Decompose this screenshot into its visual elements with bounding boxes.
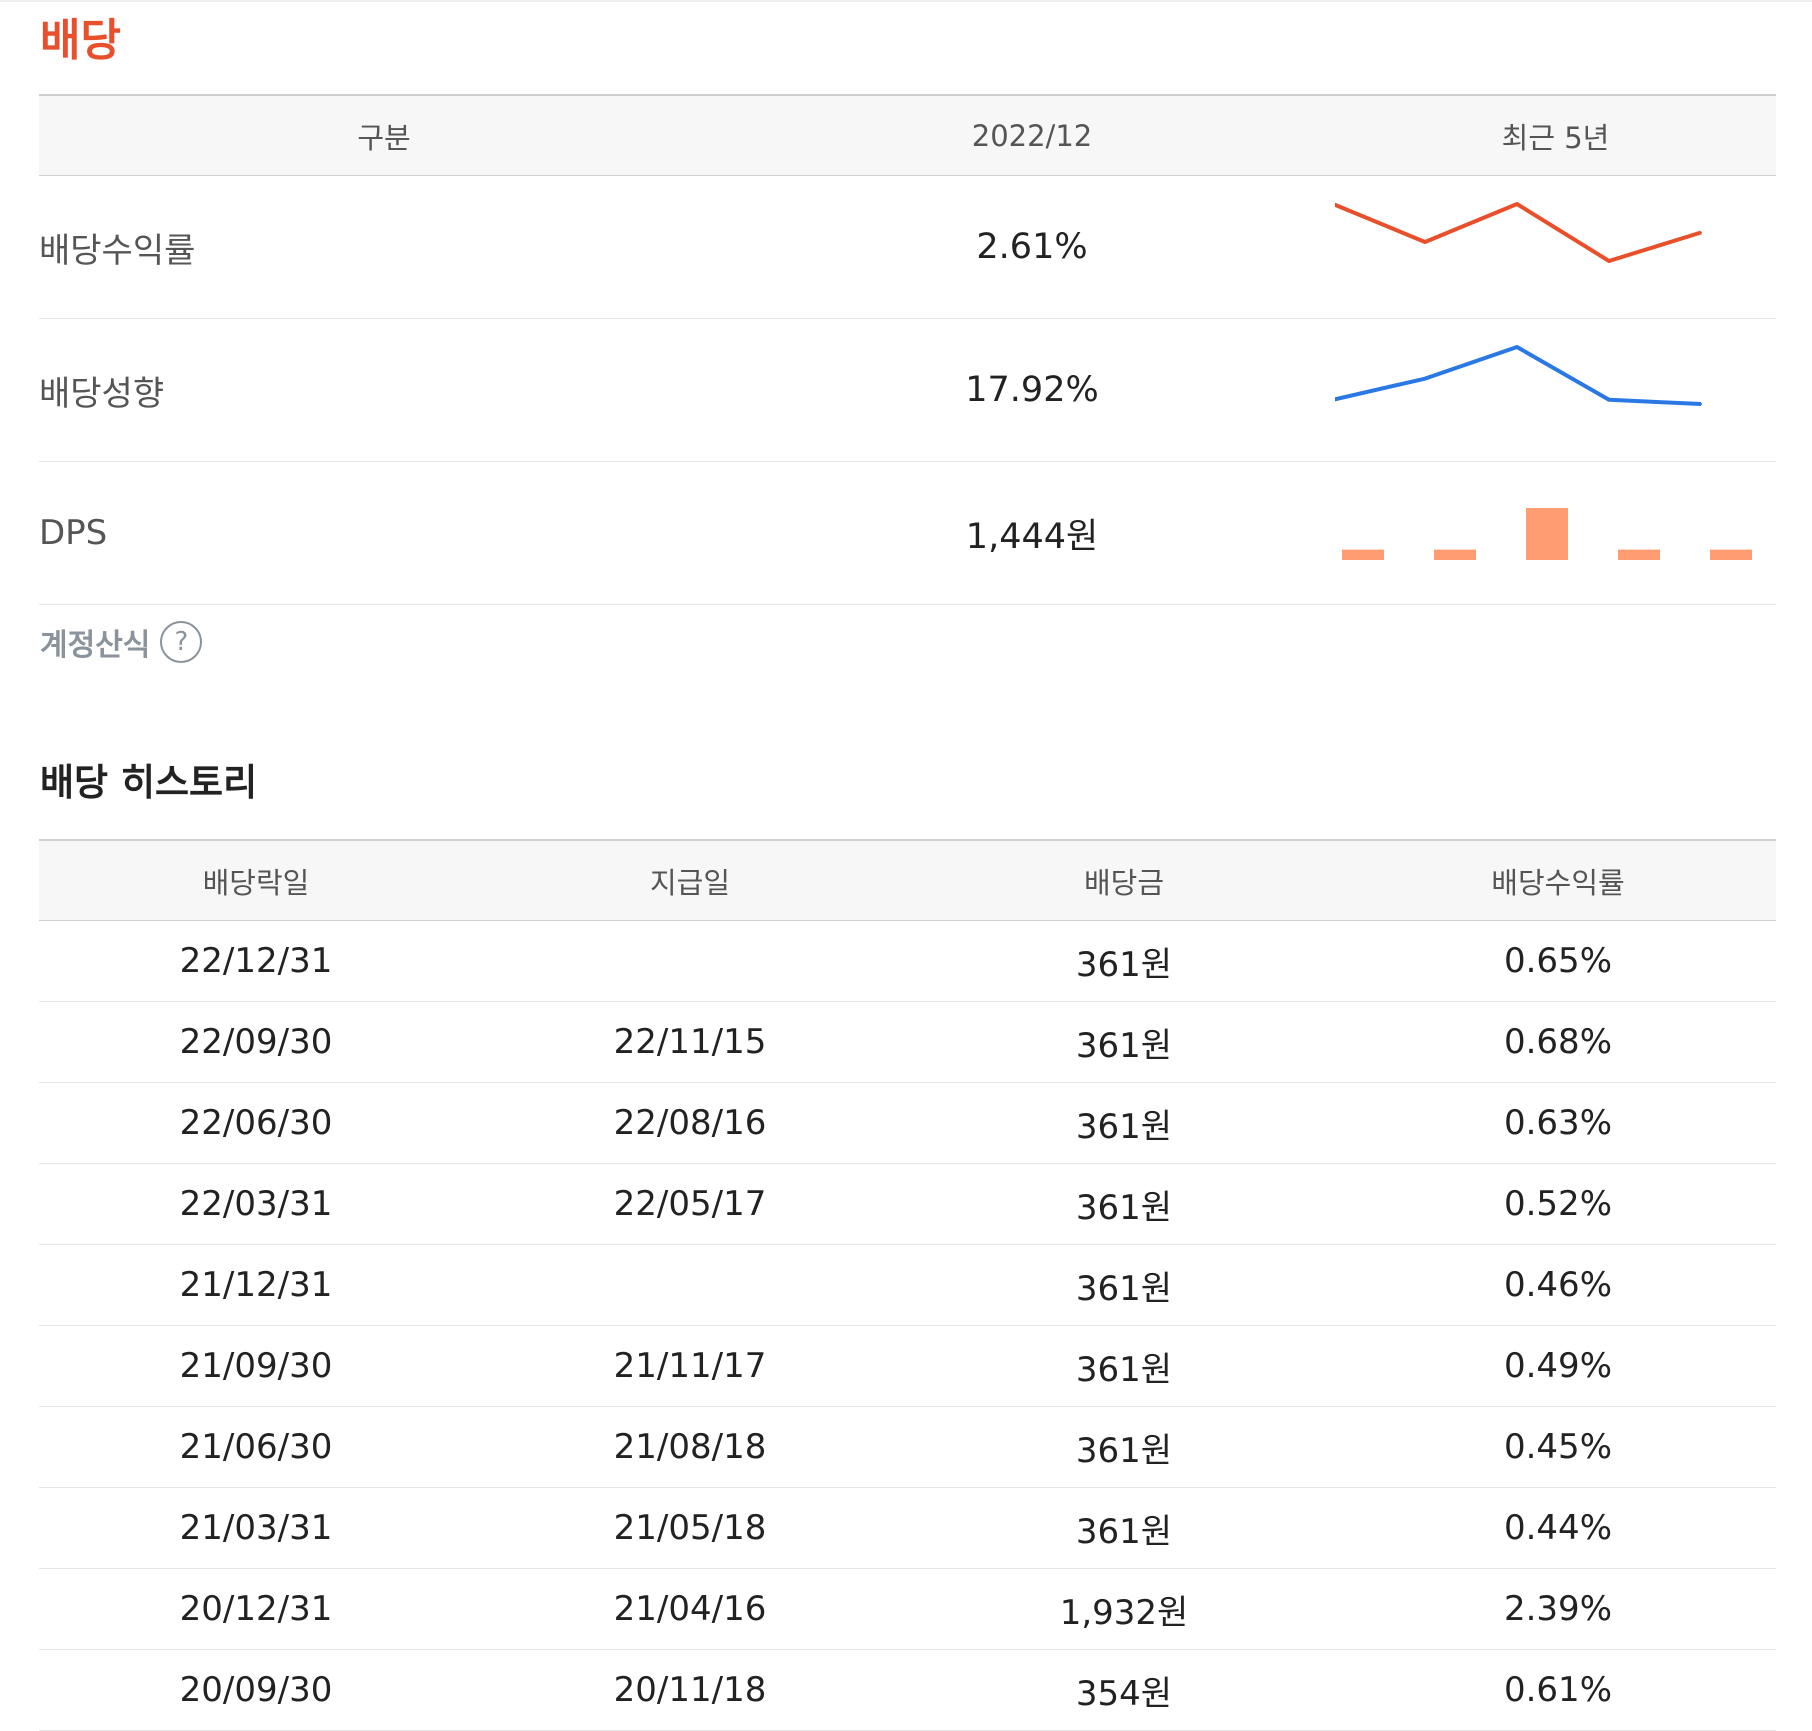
dividend-yield-cell: 0.68%	[1503, 1022, 1612, 1062]
sparkline-point	[1700, 231, 1702, 233]
dividend-yield-cell: 0.52%	[1503, 1184, 1612, 1224]
dividend-yield-cell: 0.46%	[1503, 1265, 1612, 1305]
top-divider	[0, 0, 1812, 2]
payment-date-cell: 22/08/16	[613, 1103, 767, 1143]
section-title: 배당	[40, 15, 121, 66]
payment-date-cell: 21/08/18	[613, 1427, 767, 1467]
table-row: 21/06/30 21/08/18 361원 0.45%	[39, 1407, 1776, 1488]
account-formula-link[interactable]: 계정산식 ?	[40, 620, 203, 664]
dividend-history-title: 배당 히스토리	[40, 761, 258, 804]
payment-date-cell: 21/05/18	[613, 1508, 767, 1548]
history-header-pay-date: 지급일	[649, 865, 731, 900]
sparkline-bar	[1342, 549, 1384, 560]
account-formula-label: 계정산식	[40, 628, 151, 663]
ex-dividend-date-cell: 21/06/30	[179, 1427, 333, 1467]
question-circle-icon[interactable]: ?	[160, 621, 203, 663]
summary-label: 배당수익률	[39, 230, 196, 271]
dividend-amount-cell: 361원	[1075, 1511, 1173, 1552]
trend-sparkline	[1335, 462, 1776, 605]
history-header-amount: 배당금	[1083, 865, 1165, 900]
dividend-amount-cell: 361원	[1075, 1025, 1173, 1066]
sparkline-bar	[1434, 549, 1476, 560]
dividend-amount-cell: 361원	[1075, 1349, 1173, 1390]
sparkline-series	[1335, 201, 1702, 263]
ex-dividend-date-cell: 21/09/30	[179, 1346, 333, 1386]
summary-value: 17.92%	[965, 370, 1099, 410]
summary-header-category: 구분	[357, 120, 411, 155]
ex-dividend-date-cell: 20/09/30	[179, 1670, 333, 1710]
dividend-yield-cell: 0.63%	[1503, 1103, 1612, 1143]
dividend-amount-cell: 1,932원	[1059, 1592, 1189, 1633]
summary-label: DPS	[39, 513, 108, 553]
sparkline-svg	[1342, 507, 1752, 560]
summary-row-dividend-yield: 배당수익률 2.61%	[39, 176, 1776, 319]
summary-body: 배당수익률 2.61% 배당성향 17.92% DPS 1,444원	[39, 176, 1776, 605]
sparkline-point	[1608, 398, 1610, 401]
dividend-summary-table: 구분 2022/12 최근 5년 배당수익률 2.61% 배당성향 17.92% DPS…	[39, 94, 1776, 605]
sparkline-bar	[1526, 507, 1568, 560]
sparkline-svg	[1335, 201, 1702, 263]
dividend-yield-cell: 0.65%	[1503, 941, 1612, 981]
summary-header-trend: 최근 5년	[1501, 120, 1610, 155]
payment-date-cell: 21/11/17	[613, 1346, 767, 1386]
payment-date-cell: 20/11/18	[613, 1670, 767, 1710]
summary-header-row: 구분 2022/12 최근 5년	[39, 94, 1776, 176]
dividend-yield-cell: 2.39%	[1503, 1589, 1612, 1629]
table-row: 22/03/31 22/05/17 361원 0.52%	[39, 1164, 1776, 1245]
history-header-row: 배당락일 지급일 배당금 배당수익률	[39, 839, 1776, 921]
table-row: 20/09/30 20/11/18 354원 0.61%	[39, 1650, 1776, 1731]
history-header-yield: 배당수익률	[1491, 865, 1625, 900]
table-row: 21/09/30 21/11/17 361원 0.49%	[39, 1326, 1776, 1407]
summary-row-payout-ratio: 배당성향 17.92%	[39, 319, 1776, 462]
sparkline-point	[1516, 202, 1518, 205]
summary-value: 2.61%	[976, 227, 1088, 267]
sparkline-point	[1424, 240, 1426, 243]
table-row: 22/06/30 22/08/16 361원 0.63%	[39, 1083, 1776, 1164]
ex-dividend-date-cell: 22/06/30	[179, 1103, 333, 1143]
table-row: 22/09/30 22/11/15 361원 0.68%	[39, 1002, 1776, 1083]
dividend-amount-cell: 361원	[1075, 1268, 1173, 1309]
ex-dividend-date-cell: 22/09/30	[179, 1022, 333, 1062]
ex-dividend-date-cell: 22/12/31	[179, 941, 333, 981]
trend-sparkline	[1335, 319, 1776, 462]
dividend-yield-cell: 0.49%	[1503, 1346, 1612, 1386]
sparkline-svg	[1335, 344, 1702, 406]
sparkline-point	[1424, 377, 1426, 380]
summary-label: 배당성향	[39, 373, 165, 414]
ex-dividend-date-cell: 21/12/31	[179, 1265, 333, 1305]
ex-dividend-date-cell: 21/03/31	[179, 1508, 333, 1548]
dividend-yield-cell: 0.44%	[1503, 1508, 1612, 1548]
payment-date-cell: 21/04/16	[613, 1589, 767, 1629]
dividend-amount-cell: 361원	[1075, 1187, 1173, 1228]
sparkline-bar	[1618, 549, 1660, 560]
table-row: 22/12/31 361원 0.65%	[39, 921, 1776, 1002]
sparkline-bar	[1710, 549, 1752, 560]
payment-date-cell: 22/05/17	[613, 1184, 767, 1224]
sparkline-point	[1516, 345, 1518, 348]
trend-sparkline	[1335, 176, 1776, 319]
table-row: 20/12/31 21/04/16 1,932원 2.39%	[39, 1569, 1776, 1650]
dividend-history-table: 배당락일 지급일 배당금 배당수익률 22/12/31 361원 0.65% 22/0…	[39, 839, 1776, 1731]
dividend-yield-cell: 0.61%	[1503, 1670, 1612, 1710]
dividend-amount-cell: 361원	[1075, 1106, 1173, 1147]
sparkline-point	[1700, 402, 1702, 405]
summary-header-period: 2022/12	[971, 118, 1093, 153]
dividend-amount-cell: 361원	[1075, 1430, 1173, 1471]
summary-row-dps: DPS 1,444원	[39, 462, 1776, 605]
dividend-amount-cell: 354원	[1075, 1673, 1173, 1714]
dividend-amount-cell: 361원	[1075, 944, 1173, 985]
history-header-ex-date: 배당락일	[202, 865, 310, 900]
summary-value: 1,444원	[965, 516, 1099, 557]
history-body: 22/12/31 361원 0.65% 22/09/30 22/11/15 361원 0.6…	[39, 921, 1776, 1731]
ex-dividend-date-cell: 20/12/31	[179, 1589, 333, 1629]
table-row: 21/12/31 361원 0.46%	[39, 1245, 1776, 1326]
payment-date-cell: 22/11/15	[613, 1022, 767, 1062]
sparkline-series	[1335, 344, 1702, 406]
table-row: 21/03/31 21/05/18 361원 0.44%	[39, 1488, 1776, 1569]
dividend-yield-cell: 0.45%	[1503, 1427, 1612, 1467]
ex-dividend-date-cell: 22/03/31	[179, 1184, 333, 1224]
sparkline-point	[1608, 259, 1610, 262]
